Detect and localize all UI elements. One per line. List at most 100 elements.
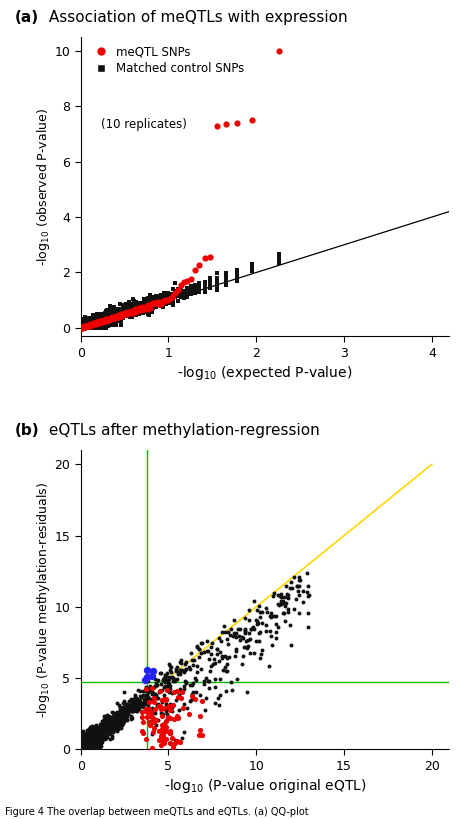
Point xyxy=(125,309,132,322)
Point xyxy=(87,726,94,739)
Point xyxy=(78,743,86,756)
Point xyxy=(86,741,93,754)
Point xyxy=(81,743,88,756)
Point xyxy=(119,717,127,730)
Point xyxy=(230,613,237,627)
Point xyxy=(110,311,117,324)
Point xyxy=(91,319,98,332)
Point xyxy=(92,734,100,747)
Point xyxy=(87,737,95,750)
Point xyxy=(159,291,166,304)
Point xyxy=(89,311,96,324)
Point xyxy=(200,677,207,690)
Point xyxy=(95,313,102,326)
Point xyxy=(268,610,275,623)
Point xyxy=(113,314,121,327)
Point xyxy=(213,272,221,285)
Point xyxy=(107,719,115,732)
Point xyxy=(109,311,117,324)
Point xyxy=(290,570,297,583)
Point xyxy=(164,667,171,680)
Point xyxy=(77,321,84,334)
Point xyxy=(93,315,100,328)
Point xyxy=(107,718,114,731)
Point xyxy=(93,726,100,740)
Point xyxy=(84,743,92,756)
Point xyxy=(178,663,186,676)
Point xyxy=(201,278,208,291)
Point xyxy=(80,321,87,334)
Point xyxy=(117,701,124,714)
Point xyxy=(174,287,182,301)
Point xyxy=(106,714,113,727)
Point xyxy=(97,308,105,321)
Point xyxy=(87,739,94,752)
Point xyxy=(79,320,86,333)
Point xyxy=(80,320,88,333)
Point xyxy=(82,319,89,333)
Point xyxy=(97,722,105,735)
Point xyxy=(81,321,88,334)
Point xyxy=(141,293,148,306)
Point xyxy=(152,295,160,308)
Point xyxy=(88,740,95,753)
Point xyxy=(78,321,85,334)
Point xyxy=(134,302,142,315)
Point xyxy=(163,292,170,305)
Point xyxy=(83,738,90,751)
Point xyxy=(145,682,152,695)
Point xyxy=(91,728,99,741)
Point xyxy=(84,738,91,751)
Point xyxy=(129,298,136,311)
Point xyxy=(109,304,117,317)
Point xyxy=(114,711,121,724)
Point xyxy=(78,743,85,756)
Point xyxy=(78,321,86,334)
Point xyxy=(83,315,90,328)
Point xyxy=(79,743,87,756)
Point xyxy=(95,316,102,329)
Point xyxy=(90,725,97,738)
Point xyxy=(108,311,115,324)
Point xyxy=(99,721,106,734)
Point xyxy=(177,286,184,299)
Point xyxy=(92,733,100,746)
Point xyxy=(147,297,154,310)
Point xyxy=(305,588,313,601)
Point xyxy=(79,740,86,753)
Point xyxy=(82,740,89,753)
Point xyxy=(112,304,119,317)
Point xyxy=(167,661,174,674)
Point xyxy=(118,314,125,328)
Point xyxy=(107,311,114,324)
Point xyxy=(83,315,90,328)
Point xyxy=(191,672,198,685)
Point xyxy=(183,281,191,294)
Point xyxy=(102,731,110,744)
Point xyxy=(129,306,136,319)
Point xyxy=(285,605,292,618)
Point xyxy=(283,580,290,593)
Point xyxy=(163,287,170,301)
Point xyxy=(102,314,110,327)
Point xyxy=(93,724,100,737)
Point xyxy=(85,733,93,746)
Point xyxy=(96,314,103,328)
Point xyxy=(95,743,102,756)
Point xyxy=(79,321,86,334)
Point xyxy=(88,314,95,327)
Point xyxy=(148,742,156,755)
Point xyxy=(107,311,115,324)
Point xyxy=(106,723,113,736)
Point xyxy=(115,311,123,324)
Point xyxy=(148,293,155,306)
Point xyxy=(136,301,143,314)
Point xyxy=(239,649,246,663)
Point xyxy=(89,731,97,744)
Point xyxy=(163,733,170,746)
Point xyxy=(203,645,210,658)
Point xyxy=(81,319,89,333)
Point xyxy=(82,729,89,742)
Point xyxy=(127,306,134,319)
Point xyxy=(94,316,101,329)
